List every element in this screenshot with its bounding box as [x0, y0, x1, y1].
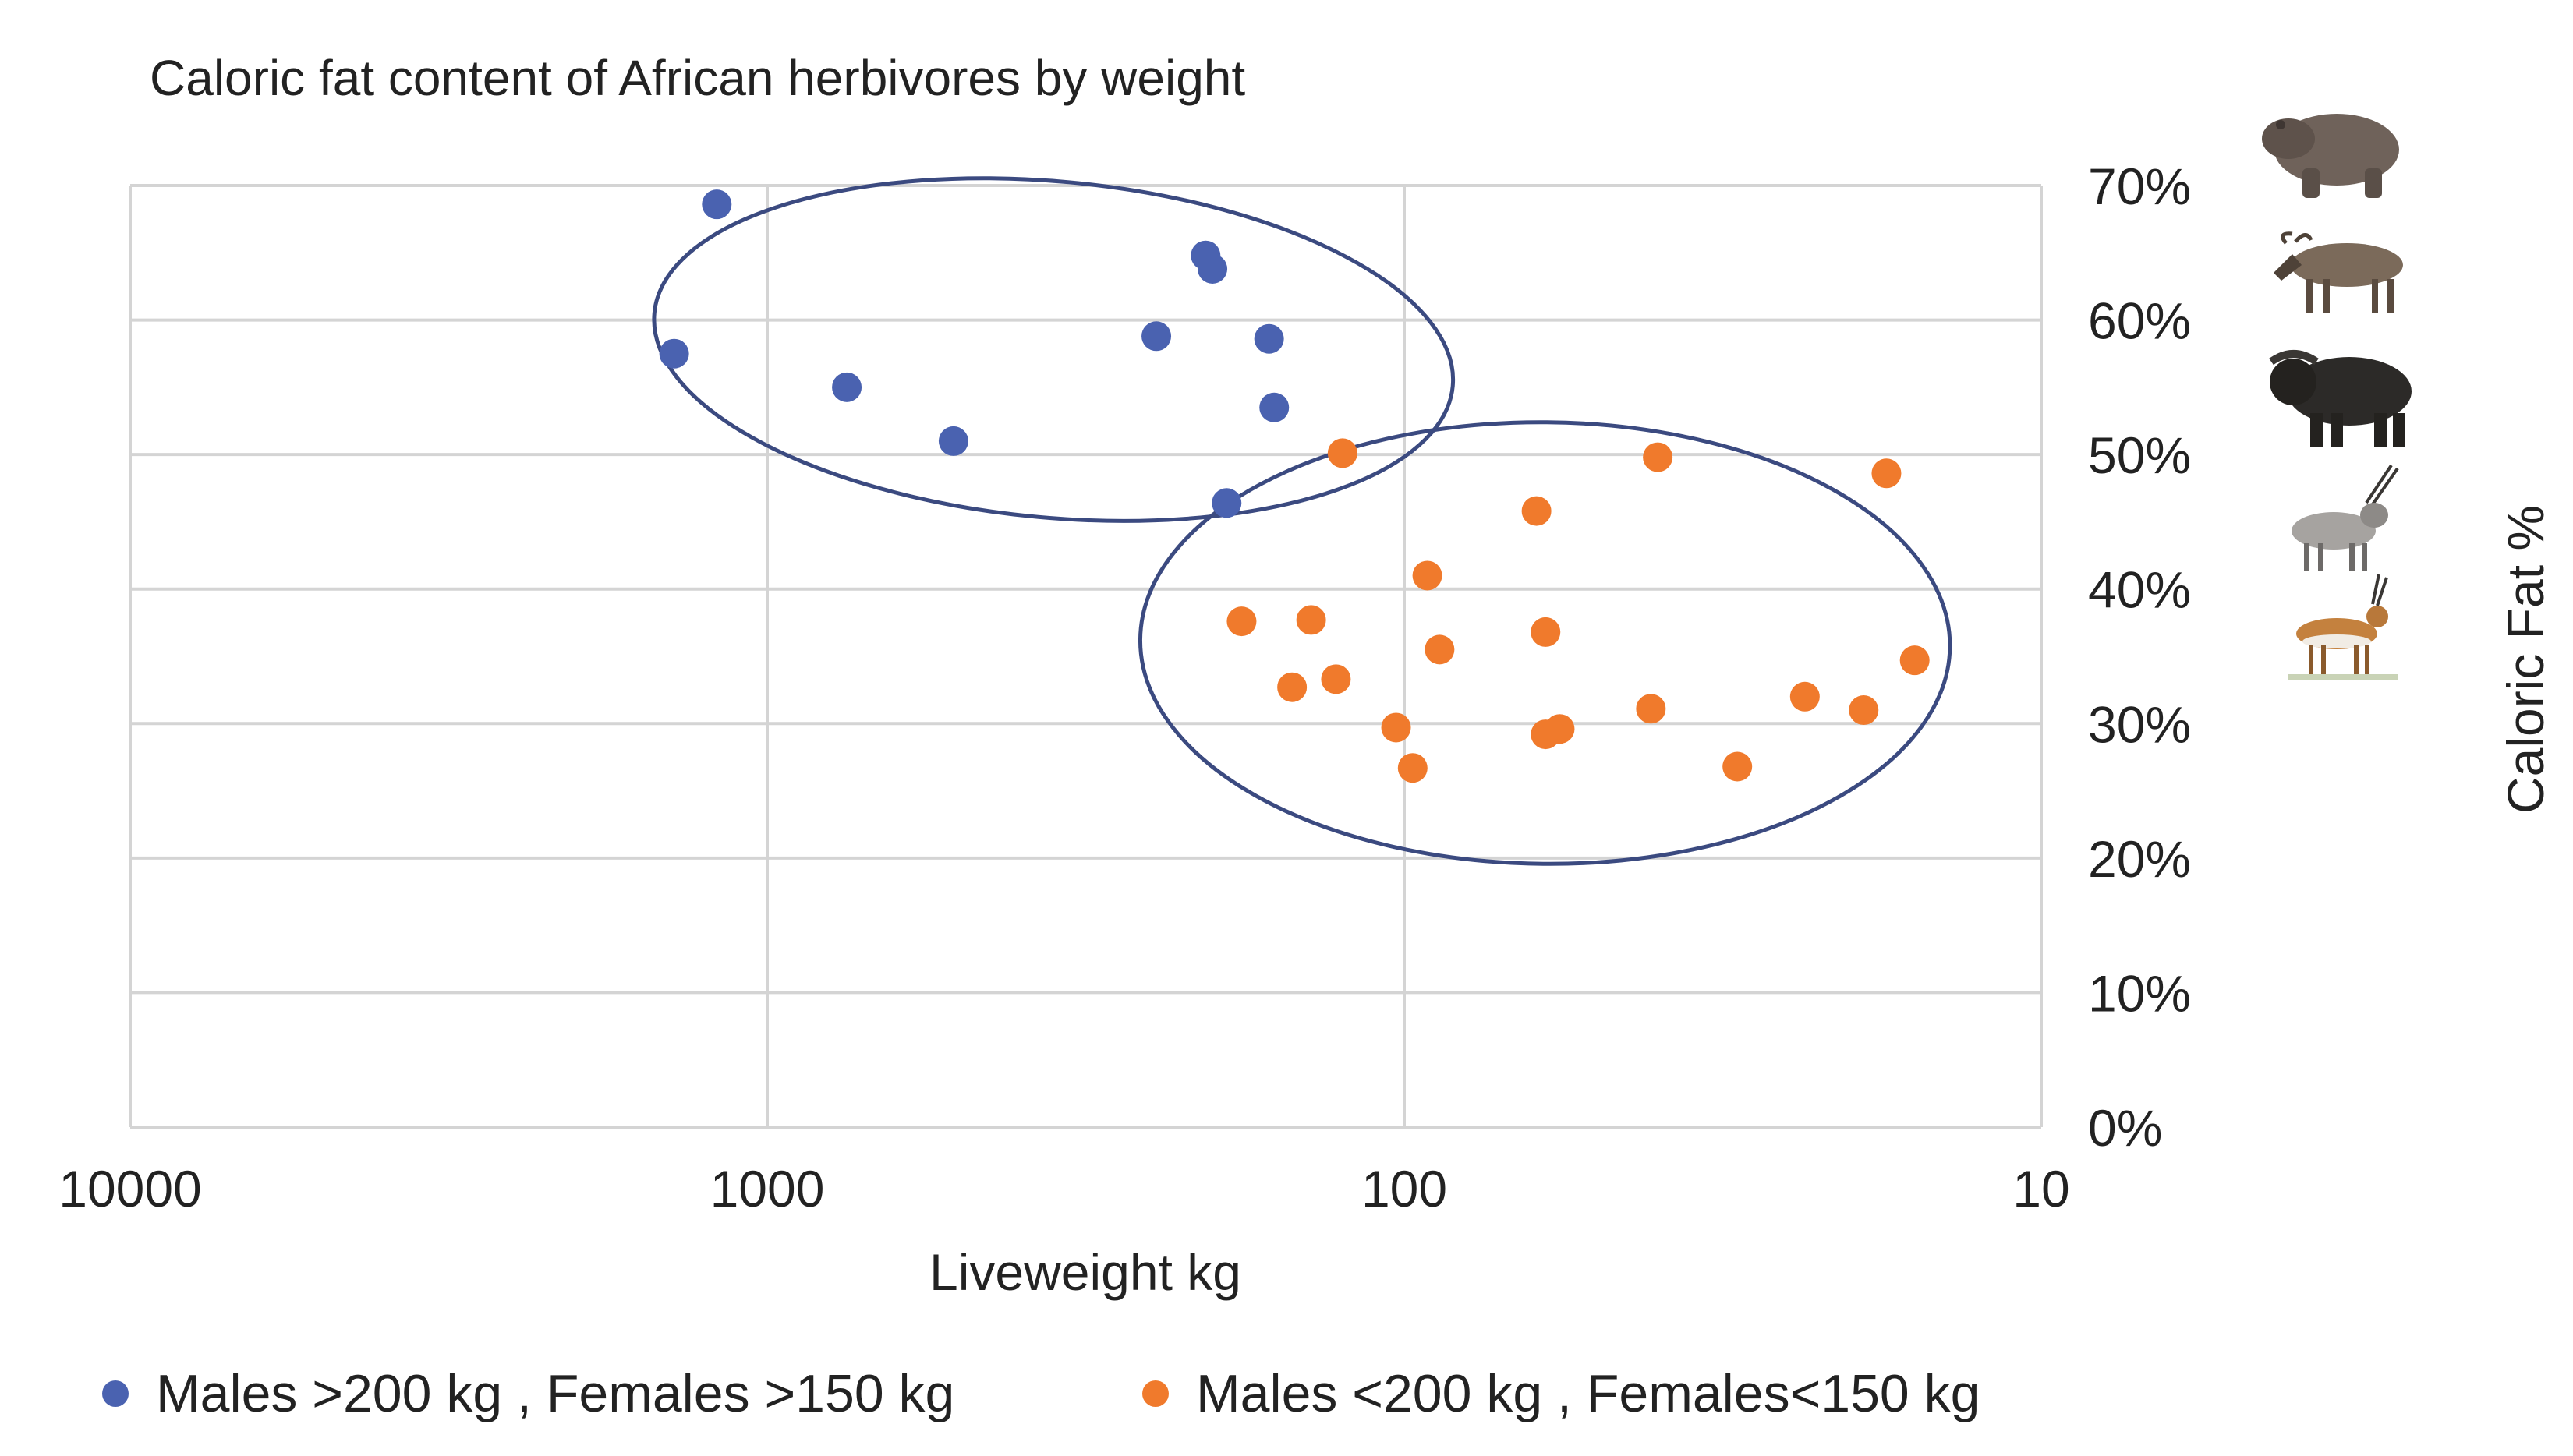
ellipse-annotations: [652, 176, 1952, 866]
point-series-2-19: [1899, 645, 1930, 676]
point-series-1-3: [938, 426, 968, 456]
springbok-icon: [2288, 574, 2398, 680]
point-series-2-6: [1643, 442, 1673, 472]
point-series-2-10: [1412, 560, 1442, 591]
ellipse-series-1: [652, 176, 1456, 523]
y-tick-label-7: 70%: [2088, 157, 2191, 215]
point-series-2-8: [1226, 606, 1257, 637]
point-series-2-5: [1531, 617, 1561, 647]
point-series-1-2: [832, 372, 862, 402]
point-series-2-15: [1636, 694, 1666, 724]
point-series-2-18: [1849, 695, 1879, 726]
legend-marker-series-1: [102, 1380, 129, 1407]
point-series-1-1: [702, 189, 732, 220]
y-axis-label: Caloric Fat %: [2497, 505, 2554, 814]
point-series-1-9: [1212, 488, 1242, 518]
ellipse-series-2: [1138, 420, 1952, 866]
point-series-2-0: [1327, 438, 1357, 468]
legend-marker-series-2: [1142, 1380, 1169, 1407]
x-tick-label-1: 1000: [710, 1160, 825, 1217]
x-tick-label-2: 100: [1361, 1160, 1447, 1217]
legend: Males >200 kg , Females >150 kg Males <2…: [102, 1364, 1980, 1423]
y-tick-label-6: 60%: [2088, 292, 2191, 350]
point-series-2-1: [1296, 605, 1326, 635]
point-series-2-2: [1277, 672, 1308, 702]
hippo-icon: [2262, 114, 2399, 198]
point-series-1-7: [1254, 323, 1284, 354]
y-tick-label-5: 50%: [2088, 426, 2191, 484]
point-series-2-4: [1521, 496, 1552, 526]
point-series-2-7: [1871, 458, 1902, 489]
chart-title: Caloric fat content of African herbivore…: [150, 50, 1245, 106]
point-series-2-11: [1381, 712, 1411, 743]
x-tick-labels: 10000 1000 100 10: [58, 1160, 2069, 1217]
point-series-1-0: [659, 338, 689, 369]
y-tick-label-2: 20%: [2088, 830, 2191, 888]
point-series-1-6: [1198, 253, 1228, 284]
x-axis-label: Liveweight kg: [929, 1243, 1241, 1301]
point-series-2-17: [1789, 681, 1820, 712]
y-tick-labels: 0% 10% 20% 30% 40% 50% 60% 70%: [2088, 157, 2191, 1157]
legend-label-series-2: Males <200 kg , Females<150 kg: [1196, 1364, 1980, 1423]
x-tick-label-0: 10000: [58, 1160, 202, 1217]
x-tick-label-3: 10: [2012, 1160, 2069, 1217]
buffalo-icon: [2269, 350, 2412, 447]
y-tick-label-1: 10%: [2088, 964, 2191, 1022]
point-series-2-12: [1397, 753, 1428, 783]
grid-lines: [129, 184, 2043, 1129]
legend-label-series-1: Males >200 kg , Females >150 kg: [156, 1364, 954, 1423]
y-tick-label-0: 0%: [2088, 1099, 2162, 1157]
point-series-2-14: [1545, 714, 1575, 744]
point-series-2-16: [1722, 751, 1753, 782]
point-series-2-3: [1425, 634, 1455, 665]
y-tick-label-4: 40%: [2088, 561, 2191, 619]
y-tick-label-3: 30%: [2088, 695, 2191, 753]
point-series-1-8: [1259, 392, 1290, 422]
point-series-1-4: [1141, 321, 1172, 352]
oryx-icon: [2292, 464, 2399, 571]
wildebeest-icon: [2274, 231, 2403, 313]
point-series-2-9: [1321, 664, 1351, 694]
data-points: [659, 189, 1930, 783]
